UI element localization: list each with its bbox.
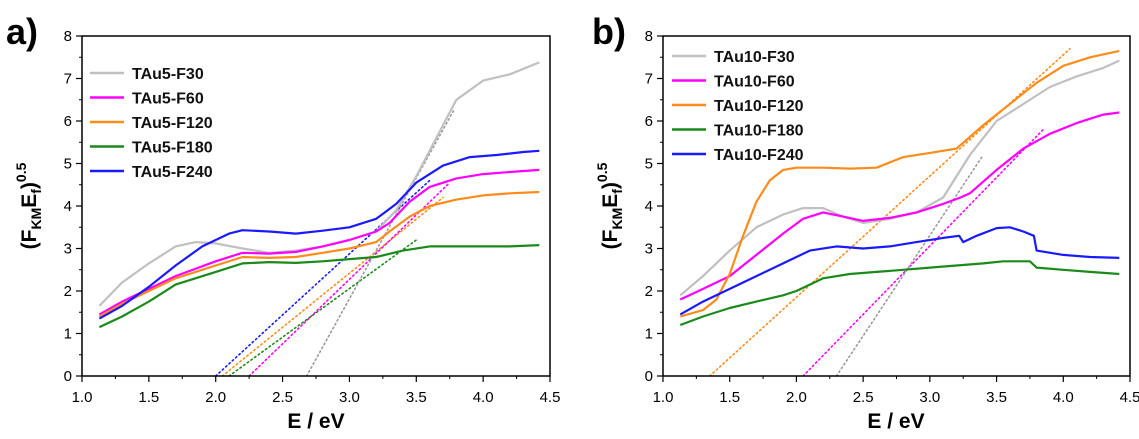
legend-label: TAu10-F240 <box>714 147 804 164</box>
x-tick-label: 3.0 <box>919 389 940 406</box>
x-tick-label: 2.5 <box>272 389 293 406</box>
x-tick-label: 1.5 <box>138 389 159 406</box>
legend-label: TAu10-F30 <box>714 49 795 66</box>
x-tick-label: 3.5 <box>406 389 427 406</box>
legend-label: TAu10-F120 <box>714 98 804 115</box>
y-tick-label: 8 <box>64 28 72 45</box>
series-line-tau10-f120 <box>680 49 1120 318</box>
panel-b-frame <box>662 35 1131 377</box>
tauc-fit-line <box>221 196 444 377</box>
tauc-fit-line <box>248 181 451 377</box>
tauc-fit-line <box>214 179 431 377</box>
legend-label: TAu5-F120 <box>132 115 213 132</box>
series-line-tau5-f60 <box>98 168 540 316</box>
y-tick-label: 7 <box>645 71 653 88</box>
x-tick-label: 2.0 <box>786 389 807 406</box>
legend-label: TAu5-F30 <box>132 66 204 83</box>
panel-b-xlabel: E / eV <box>867 410 924 433</box>
x-tick-label: 4.0 <box>473 389 494 406</box>
series-line-tau10-f180 <box>679 260 1120 327</box>
x-tick-label: 1.0 <box>653 389 674 406</box>
panel-a: a) 1.0 1.5 2.0 2.5 3.0 3.5 4.0 4.5 0 1 2 3 4 5 6 7 8 TAu5… <box>6 11 560 433</box>
legend-label: TAu5-F240 <box>132 164 213 181</box>
x-tick-label: 3.0 <box>339 389 360 406</box>
svg-text:(FKMEf)0.5: (FKMEf)0.5 <box>594 162 625 249</box>
y-tick-label: 4 <box>645 198 653 215</box>
series-line-tau10-f60 <box>679 111 1120 301</box>
series-line-tau10-f240 <box>679 226 1120 316</box>
y-tick-label: 0 <box>64 368 72 385</box>
y-tick-label: 6 <box>645 113 653 130</box>
panel-b-ylabel: (FKMEf)0.5 <box>594 162 625 249</box>
x-tick-label: 2.5 <box>853 389 874 406</box>
y-tick-label: 0 <box>645 368 653 385</box>
y-tick-label: 1 <box>64 326 72 343</box>
legend-label: TAu5-F180 <box>132 140 213 157</box>
y-tick-label: 3 <box>64 241 72 258</box>
y-tick-label: 1 <box>645 326 653 343</box>
x-tick-label: 4.5 <box>540 389 561 406</box>
legend-label: TAu5-F60 <box>132 91 204 108</box>
x-tick-label: 1.0 <box>72 389 93 406</box>
y-tick-label: 4 <box>64 198 72 215</box>
y-tick-label: 5 <box>645 156 653 173</box>
x-tick-label: 2.0 <box>205 389 226 406</box>
y-tick-label: 2 <box>64 283 72 300</box>
legend-label: TAu10-F180 <box>714 123 804 140</box>
svg-text:(FKMEf)0.5: (FKMEf)0.5 <box>13 162 44 249</box>
panel-a-frame <box>81 35 551 377</box>
panel-label-a: a) <box>6 11 38 52</box>
panel-b: b) 1.0 1.5 2.0 2.5 3.0 3.5 4.0 4.5 0 1 2 3 4 5 6 7 8 TAu1… <box>592 11 1139 433</box>
y-tick-label: 8 <box>645 28 653 45</box>
y-tick-label: 2 <box>645 283 653 300</box>
series-line-tau10-f30 <box>679 59 1120 297</box>
x-tick-label: 4.0 <box>1053 389 1074 406</box>
tauc-fit-line <box>228 239 418 377</box>
legend-label: TAu10-F60 <box>714 74 795 91</box>
panel-a-ylabel: (FKMEf)0.5 <box>13 162 44 249</box>
panel-a-plot: 1.0 1.5 2.0 2.5 3.0 3.5 4.0 4.5 0 1 2 3 4 5 6 7 8 TAu5-F3… <box>64 28 561 406</box>
y-tick-label: 3 <box>645 241 653 258</box>
series-line-tau5-f120 <box>98 190 540 318</box>
panel-label-b: b) <box>592 11 626 52</box>
x-tick-label: 1.5 <box>719 389 740 406</box>
tauc-fit-line <box>305 109 455 377</box>
x-tick-label: 3.5 <box>986 389 1007 406</box>
y-tick-label: 6 <box>64 113 72 130</box>
y-tick-label: 5 <box>64 156 72 173</box>
tauc-fit-line <box>802 128 1045 377</box>
series-line-tau5-f240 <box>98 149 540 320</box>
tauc-fit-line <box>835 154 985 377</box>
series-line-tau5-f180 <box>98 244 540 329</box>
x-tick-label: 4.5 <box>1120 389 1139 406</box>
panel-a-xlabel: E / eV <box>287 410 344 433</box>
y-tick-label: 7 <box>64 71 72 88</box>
panel-b-plot: 1.0 1.5 2.0 2.5 3.0 3.5 4.0 4.5 0 1 2 3 4 5 6 7 8 TAu10-F… <box>645 28 1139 406</box>
